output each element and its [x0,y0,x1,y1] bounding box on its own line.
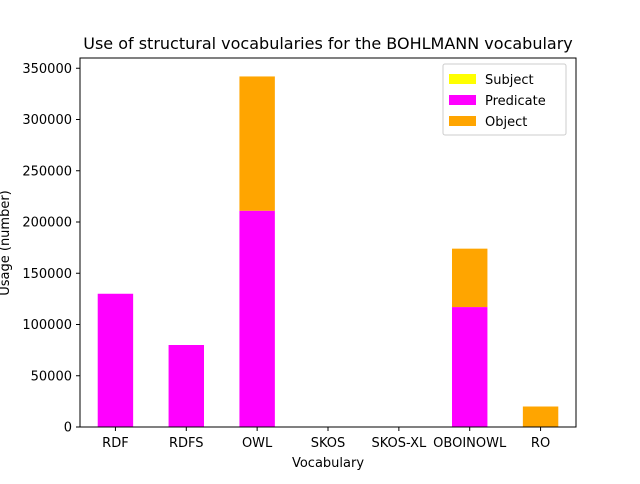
y-tick-label: 350000 [22,62,72,77]
y-axis: 0 50000 100000 150000 200000 250000 300000 3500… [22,62,80,436]
y-tick-label: 50000 [31,369,72,384]
x-tick-label-skos-xl: SKOS-XL [371,436,426,451]
bar-ro-object [522,406,559,427]
y-axis-label: Usage (number) [0,190,13,296]
x-tick-label-oboinowl: OBOINOWL [433,436,507,451]
bar-owl-predicate [239,210,275,427]
y-tick-label: 250000 [22,164,72,179]
y-tick-label: 150000 [22,267,72,282]
x-tick-label-ro: RO [531,436,550,451]
x-tick-label-owl: OWL [242,436,273,451]
x-tick-label-rdfs: RDFS [169,436,204,451]
x-axis: RDF RDFS OWL SKOS SKOS-XL OBOINOWL RO [102,427,550,451]
bar-oboinowl-predicate [452,307,488,427]
legend-swatch-predicate [449,95,476,105]
y-tick-label: 300000 [22,113,72,128]
bars-layer [97,76,559,427]
bar-owl-object [239,76,275,211]
legend-swatch-subject [449,74,476,84]
y-tick-label: 200000 [22,216,72,231]
bar-rdfs-predicate [168,345,204,427]
legend-swatch-object [449,116,476,126]
legend: Subject Predicate Object [442,63,567,136]
bar-oboinowl-object [452,248,488,308]
chart-title: Use of structural vocabularies for the B… [83,34,573,53]
x-tick-label-rdf: RDF [102,436,129,451]
x-axis-label: Vocabulary [292,456,364,471]
bar-rdf-predicate [97,293,134,427]
x-tick-label-skos: SKOS [311,436,346,451]
y-tick-label: 100000 [22,318,72,333]
y-tick-label: 0 [64,421,72,436]
legend-label-subject: Subject [485,73,534,88]
legend-label-object: Object [485,115,527,130]
legend-label-predicate: Predicate [485,94,546,109]
